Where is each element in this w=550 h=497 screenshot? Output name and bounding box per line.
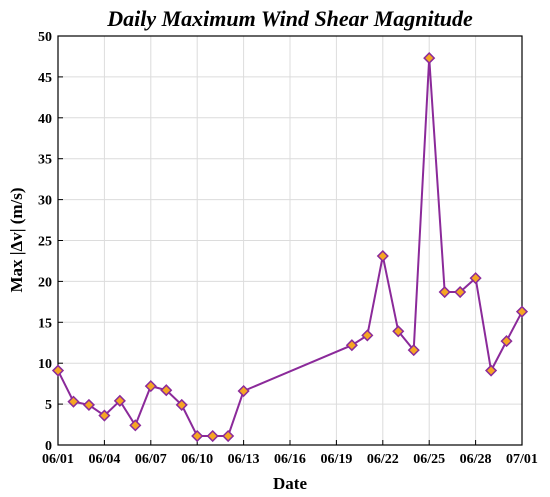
- data-point-marker: [392, 325, 405, 338]
- data-point-marker: [206, 429, 219, 443]
- x-tick-label: 06/19: [320, 452, 352, 467]
- x-axis: 06/01 06/04 06/07 06/10 06/13 06/16 06/19 06/22…: [42, 440, 538, 467]
- data-point-marker: [361, 329, 374, 342]
- x-tick-label: 06/07: [135, 452, 167, 467]
- data-point-marker: [160, 384, 173, 397]
- x-tick-label: 06/22: [367, 452, 399, 467]
- chart-title: Daily Maximum Wind Shear Magnitude: [106, 6, 473, 31]
- x-tick-label: 06/25: [413, 452, 445, 467]
- y-tick-label: 20: [38, 275, 52, 290]
- y-tick-label: 25: [38, 235, 52, 250]
- data-point-marker: [469, 272, 482, 285]
- x-tick-label: 06/28: [460, 452, 492, 467]
- x-tick-label: 06/04: [88, 452, 120, 467]
- data-point-marker: [129, 419, 142, 432]
- data-point-marker: [454, 285, 467, 299]
- data-point-marker: [144, 380, 157, 393]
- y-tick-label: 5: [45, 398, 52, 413]
- data-point-marker: [500, 335, 513, 348]
- x-tick-label: 07/01: [506, 452, 538, 467]
- y-tick-label: 50: [38, 30, 52, 45]
- data-point-marker: [237, 384, 250, 398]
- data-point-marker: [67, 395, 80, 408]
- data-point-marker: [51, 364, 65, 377]
- data-point-marker: [438, 285, 451, 299]
- series: [51, 52, 529, 443]
- data-point-marker: [98, 409, 111, 422]
- data-point-marker: [175, 398, 188, 411]
- x-tick-label: 06/01: [42, 452, 74, 467]
- y-tick-label: 45: [38, 71, 52, 86]
- data-point-marker: [515, 305, 529, 318]
- y-axis: 0 5 10 15 20 25 30 35 40 45 50: [38, 30, 63, 454]
- y-tick-label: 15: [38, 316, 52, 331]
- data-point-marker: [345, 339, 358, 352]
- grid: [57, 35, 523, 446]
- y-tick-label: 0: [45, 439, 52, 454]
- data-point-marker: [82, 398, 95, 411]
- y-tick-label: 30: [38, 194, 52, 209]
- x-tick-label: 06/13: [228, 452, 260, 467]
- x-tick-label: 06/10: [181, 452, 213, 467]
- y-tick-label: 40: [38, 112, 52, 127]
- data-point-marker: [407, 344, 420, 357]
- x-axis-label: Date: [273, 474, 307, 493]
- data-point-marker: [376, 249, 389, 263]
- plot-frame: [57, 35, 523, 446]
- data-point-marker: [423, 52, 436, 65]
- data-point-marker: [485, 364, 498, 377]
- y-axis-label: Max |Δv| (m/s): [7, 187, 26, 292]
- y-tick-label: 35: [38, 153, 52, 168]
- x-tick-label: 06/16: [274, 452, 306, 467]
- y-tick-label: 10: [38, 357, 52, 372]
- data-point-marker: [191, 429, 204, 443]
- data-point-marker: [113, 394, 126, 407]
- data-point-marker: [222, 429, 235, 443]
